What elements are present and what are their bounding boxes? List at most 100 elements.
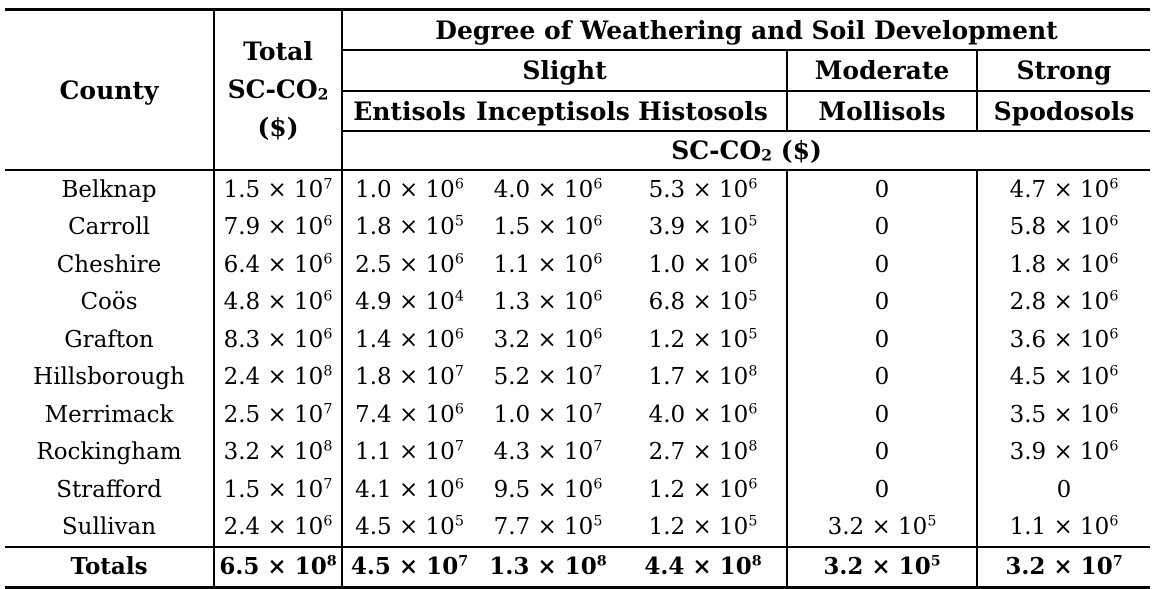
- county-cell: Merrimack: [5, 396, 215, 434]
- value-cell: 1.2 × 105: [620, 508, 788, 547]
- value-cell: 5.8 × 106: [1009, 213, 1119, 241]
- value-cell: 1.0 × 106: [620, 246, 788, 284]
- value-cell: 1.4 × 106: [355, 326, 464, 353]
- value-cell: 1.1 × 106: [493, 251, 603, 278]
- value-cell: 4.7 × 106: [977, 169, 1150, 209]
- value-cell: 7.4 × 106: [355, 401, 464, 428]
- value-cell: 2.4 × 106: [214, 508, 343, 547]
- county-cell: Hillsborough: [5, 358, 215, 396]
- county-cell: Grafton: [5, 321, 215, 359]
- sc-co2-table: County Total SC-CO2 ($) Degree of Weathe…: [5, 8, 1150, 589]
- value-cell: 1.2 × 105: [620, 321, 788, 359]
- header-inceptisols: Inceptisols: [476, 90, 630, 131]
- value-cell: 0: [787, 358, 978, 396]
- value-cell: 3.2 × 105: [787, 546, 978, 589]
- table-row: Rockingham 3.2 × 108 1.1 × 107 4.3 × 107 2.7…: [5, 433, 1150, 471]
- value-cell: 9.5 × 106: [493, 476, 603, 503]
- header-entisols: Entisols: [342, 90, 476, 131]
- value-cell: 6.8 × 105: [620, 283, 788, 321]
- table-row: Sullivan 2.4 × 106 4.5 × 105 7.7 × 105 1.2 ×…: [5, 508, 1150, 547]
- value-cell: 3.5 × 106: [1009, 401, 1119, 428]
- value-cell: 1.5 × 107: [214, 169, 343, 209]
- value-cell: 1.7 × 108: [620, 358, 788, 396]
- value-cell: 1.0 × 106: [342, 169, 476, 209]
- value-cell: 0: [787, 246, 978, 284]
- value-cell: 4.0 × 106: [620, 396, 788, 434]
- value-cell: 1.3 × 108: [476, 546, 620, 589]
- table-row: Strafford 1.5 × 107 4.1 × 106 9.5 × 106 1.2 …: [5, 471, 1150, 509]
- table-row: Coös 4.8 × 106 4.9 × 104 1.3 × 106 6.8 × 105…: [5, 283, 1150, 321]
- value-cell: 3.2 × 107: [977, 546, 1150, 589]
- value-cell: 2.5 × 107: [214, 396, 343, 434]
- header-total-line3: ($): [257, 113, 299, 142]
- county-cell: Carroll: [5, 208, 215, 246]
- value-cell: 7.9 × 106: [214, 208, 343, 246]
- header-strong: Strong: [1016, 56, 1112, 85]
- value-cell: 4.3 × 107: [493, 438, 603, 466]
- header-mollisols: Mollisols: [787, 90, 978, 131]
- table-row: Belknap 1.5 × 107 1.0 × 106 4.0 × 106 5.3 × …: [5, 169, 1150, 209]
- value-cell: 4.0 × 106: [476, 169, 620, 209]
- county-cell: Strafford: [5, 471, 215, 509]
- table-row: Merrimack 2.5 × 107 7.4 × 106 1.0 × 107 4.0 …: [5, 396, 1150, 434]
- header-total: Total SC-CO2 ($): [214, 8, 343, 170]
- value-cell: 5.3 × 106: [620, 169, 788, 209]
- table-row: Hillsborough 2.4 × 108 1.8 × 107 5.2 × 107 1…: [5, 358, 1150, 396]
- value-cell: 4.5 × 105: [355, 513, 464, 541]
- value-cell: 0: [787, 169, 978, 209]
- value-cell: 1.1 × 106: [1009, 513, 1119, 541]
- header-total-line2: SC-CO2: [227, 75, 329, 104]
- header-total-line1: Total: [243, 37, 313, 66]
- value-cell: 4.5 × 107: [342, 546, 476, 589]
- value-cell: 1.2 × 106: [620, 471, 788, 509]
- header-moderate: Moderate: [787, 50, 978, 91]
- county-cell: Cheshire: [5, 246, 215, 284]
- value-cell: 1.5 × 107: [214, 471, 343, 509]
- header-county: County: [5, 8, 215, 170]
- header-sc-co2-unit: SC-CO2 ($): [342, 130, 1150, 170]
- value-cell: 2.4 × 108: [214, 358, 343, 396]
- value-cell: 6.4 × 106: [214, 246, 343, 284]
- value-cell: 0: [787, 208, 978, 246]
- value-cell: 8.3 × 106: [214, 321, 343, 359]
- table-row: Grafton 8.3 × 106 1.4 × 106 3.2 × 106 1.2 × …: [5, 321, 1150, 359]
- header-slight: Slight: [342, 50, 788, 91]
- value-cell: 0: [787, 321, 978, 359]
- value-cell: 1.1 × 107: [355, 438, 464, 466]
- table-row: Carroll 7.9 × 106 1.8 × 105 1.5 × 106 3.9 × …: [5, 208, 1150, 246]
- value-cell: 3.9 × 106: [1009, 438, 1119, 466]
- value-cell: 3.2 × 106: [493, 326, 603, 353]
- value-cell: 5.2 × 107: [493, 363, 603, 391]
- header-spodosols: Spodosols: [977, 90, 1150, 131]
- county-cell: Belknap: [5, 169, 215, 209]
- value-cell: 7.7 × 105: [493, 513, 603, 541]
- value-cell: 0: [787, 471, 978, 509]
- value-cell: 2.7 × 108: [620, 433, 788, 471]
- value-cell: 3.2 × 108: [214, 433, 343, 471]
- value-cell: 2.5 × 106: [355, 251, 464, 278]
- header-histosols: Histosols: [620, 90, 788, 131]
- value-cell: 2.8 × 106: [1009, 288, 1119, 316]
- value-cell: 0: [787, 283, 978, 321]
- value-cell: 3.9 × 105: [620, 208, 788, 246]
- county-cell: Sullivan: [5, 508, 215, 547]
- value-cell: 1.8 × 105: [355, 213, 464, 241]
- value-cell: 0: [787, 433, 978, 471]
- value-cell: 4.5 × 106: [1009, 363, 1119, 391]
- county-cell: Coös: [5, 283, 215, 321]
- table-row: Cheshire 6.4 × 106 2.5 × 106 1.1 × 106 1.0 ×…: [5, 246, 1150, 284]
- value-cell: 6.5 × 108: [214, 546, 343, 589]
- value-cell: 4.9 × 104: [355, 288, 464, 316]
- county-cell: Rockingham: [5, 433, 215, 471]
- county-cell: Totals: [5, 546, 215, 589]
- value-cell: 4.8 × 106: [214, 283, 343, 321]
- value-cell: 1.0 × 107: [493, 401, 603, 428]
- value-cell: 3.2 × 105: [787, 508, 978, 547]
- totals-row: Totals 6.5 × 108 4.5 × 107 1.3 × 108 4.4 × 1…: [5, 546, 1150, 589]
- value-cell: 1.8 × 106: [1009, 251, 1119, 278]
- value-cell: 0: [787, 396, 978, 434]
- value-cell: 1.8 × 107: [355, 363, 464, 391]
- value-cell: 1.3 × 106: [493, 288, 603, 316]
- value-cell: 1.5 × 106: [493, 213, 603, 241]
- value-cell: 4.1 × 106: [355, 476, 464, 503]
